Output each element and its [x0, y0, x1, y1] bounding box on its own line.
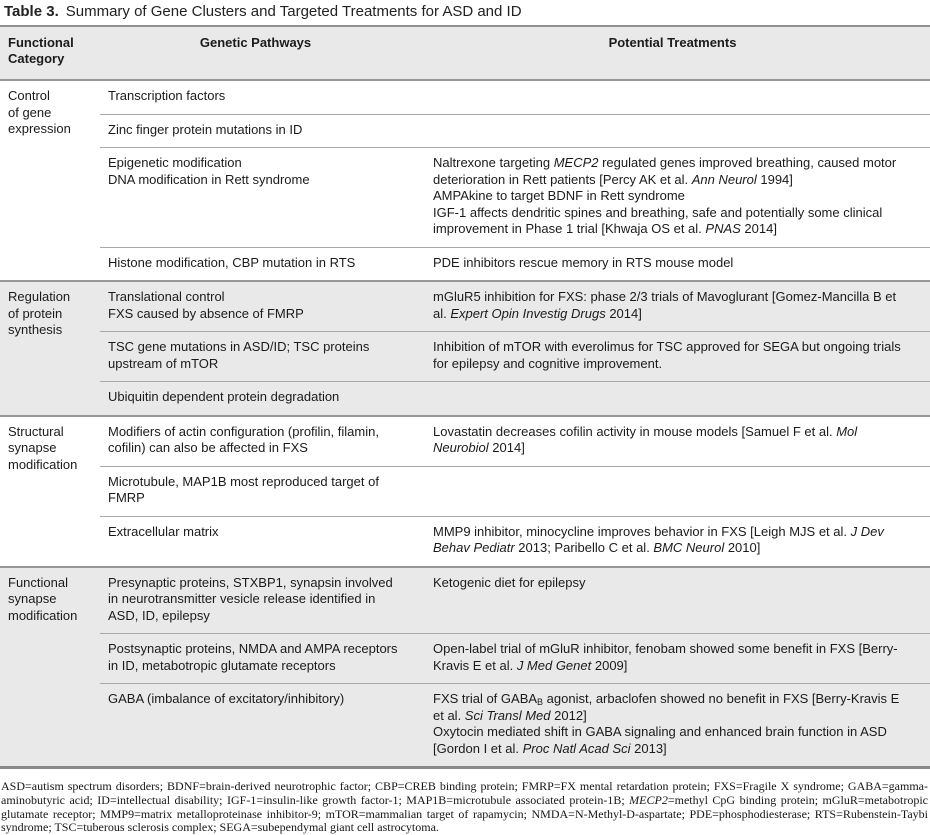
table-footnote: ASD=autism spectrum disorders; BDNF=brai…: [1, 779, 928, 835]
table-row: Presynaptic proteins, STXBP1, synapsin i…: [100, 568, 930, 634]
table-row: Epigenetic modification DNA modification …: [100, 147, 930, 247]
potential-treatment-cell: Ketogenic diet for epilepsy: [433, 574, 586, 590]
section-rows: Presynaptic proteins, STXBP1, synapsin i…: [100, 568, 930, 767]
table-section: Functional synapse modification Presynapti…: [0, 565, 930, 767]
genetic-pathway-cell: TSC gene mutations in ASD/ID; TSC protei…: [108, 339, 370, 371]
section-rows: Translational control FXS caused by absen…: [100, 282, 930, 415]
functional-category-cell: Functional synapse modification: [8, 574, 78, 623]
genetic-pathway-cell: Postsynaptic proteins, NMDA and AMPA rec…: [108, 641, 398, 673]
genetic-pathway-cell: Modifiers of actin configuration (profil…: [108, 423, 379, 456]
col-header-potential-treatments: Potential Treatments: [608, 35, 737, 50]
genetic-pathway-cell: Presynaptic proteins, STXBP1, synapsin i…: [108, 574, 393, 623]
potential-treatment-cell: MMP9 inhibitor, minocycline improves beh…: [433, 523, 884, 556]
table-header-row: Functional Category Genetic Pathways Pot…: [0, 27, 930, 81]
table-row: Ubiquitin dependent protein degradation: [100, 381, 930, 415]
table-row: TSC gene mutations in ASD/ID; TSC protei…: [100, 331, 930, 381]
table-row: Translational control FXS caused by absen…: [100, 282, 930, 331]
table-row: Transcription factors: [100, 81, 930, 114]
section-rows: Modifiers of actin configuration (profil…: [100, 417, 930, 566]
functional-category-cell: Regulation of protein synthesis: [8, 289, 71, 337]
table-row: GABA (imbalance of excitatory/inhibitory…: [100, 683, 930, 766]
genetic-pathway-cell: Microtubule, MAP1B most reproduced targe…: [108, 473, 379, 506]
table-row: Postsynaptic proteins, NMDA and AMPA rec…: [100, 633, 930, 683]
potential-treatment-cell: Lovastatin decreases cofilin activity in…: [433, 423, 858, 456]
potential-treatment-cell: Naltrexone targeting MECP2 regulated gen…: [433, 155, 897, 236]
table-title-text: Summary of Gene Clusters and Targeted Tr…: [65, 3, 522, 20]
table-section: Regulation of protein synthesis Translatio…: [0, 280, 930, 415]
genetic-pathway-cell: Transcription factors: [108, 88, 226, 103]
functional-category-cell: Control of gene expression: [8, 88, 71, 136]
table-title: Table 3. Summary of Gene Clusters and Tar…: [0, 0, 930, 21]
potential-treatment-cell: [425, 88, 930, 105]
table-row: Zinc finger protein mutations in ID: [100, 113, 930, 148]
functional-category-cell: Structural synapse modification: [8, 423, 78, 472]
genetic-pathway-cell: Zinc finger protein mutations in ID: [108, 121, 303, 137]
potential-treatment-cell: FXS trial of GABAB agonist, arbaclofen s…: [433, 691, 900, 756]
table-row: Modifiers of actin configuration (profil…: [100, 417, 930, 466]
genetic-pathway-cell: Ubiquitin dependent protein degradation: [108, 389, 340, 404]
genetic-pathway-cell: Translational control FXS caused by absen…: [108, 289, 304, 321]
genetic-pathway-cell: Histone modification, CBP mutation in RT…: [108, 254, 356, 270]
table-section: Structural synapse modification Modifiers …: [0, 414, 930, 566]
potential-treatment-cell: Open-label trial of mGluR inhibitor, fen…: [433, 641, 898, 673]
potential-treatment-cell: PDE inhibitors rescue memory in RTS mous…: [433, 254, 734, 270]
gene-clusters-table: Functional Category Genetic Pathways Pot…: [0, 25, 930, 769]
table-section: Control of gene expression Transcription f…: [0, 81, 930, 280]
section-rows: Transcription factors Zinc finger protei…: [100, 81, 930, 280]
table-row: Histone modification, CBP mutation in RT…: [100, 246, 930, 281]
col-header-functional-category: Functional Category: [8, 35, 74, 66]
table-row: Extracellular matrix MMP9 inhibitor, min…: [100, 515, 930, 566]
genetic-pathway-cell: GABA (imbalance of excitatory/inhibitory…: [108, 691, 345, 706]
table-body: Control of gene expression Transcription f…: [0, 81, 930, 766]
table-number-label: Table 3.: [4, 3, 59, 20]
potential-treatment-cell: [425, 122, 930, 139]
potential-treatment-cell: [425, 474, 930, 507]
potential-treatment-cell: [425, 389, 930, 406]
genetic-pathway-cell: Epigenetic modification DNA modification …: [108, 155, 310, 187]
genetic-pathway-cell: Extracellular matrix: [108, 523, 219, 539]
table-row: Microtubule, MAP1B most reproduced targe…: [100, 465, 930, 516]
potential-treatment-cell: mGluR5 inhibition for FXS: phase 2/3 tri…: [433, 289, 897, 321]
col-header-genetic-pathways: Genetic Pathways: [199, 35, 312, 50]
potential-treatment-cell: Inhibition of mTOR with everolimus for T…: [433, 339, 901, 371]
